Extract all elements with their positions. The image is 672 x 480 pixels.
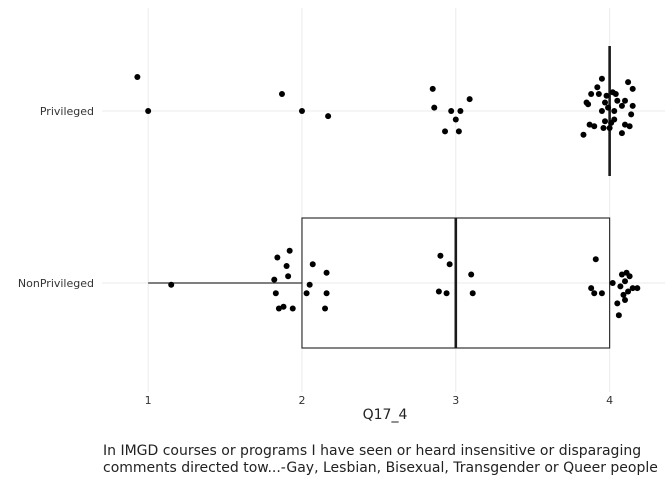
y-tick-label: Privileged <box>40 105 94 118</box>
data-point <box>592 256 599 263</box>
grid <box>102 8 665 392</box>
data-point <box>629 285 636 292</box>
data-point <box>618 271 625 278</box>
data-point <box>298 108 305 114</box>
data-point <box>168 281 175 288</box>
data-point <box>442 128 449 135</box>
data-point <box>591 290 598 297</box>
data-point <box>614 97 621 104</box>
data-point <box>323 269 330 276</box>
data-point <box>594 84 601 91</box>
data-point <box>628 111 635 118</box>
data-point <box>437 252 444 259</box>
data-point <box>602 99 609 106</box>
caption-line-1: In IMGD courses or programs I have seen … <box>103 443 641 459</box>
data-point <box>629 85 636 92</box>
data-point <box>600 125 607 131</box>
data-point <box>608 119 615 126</box>
data-point <box>634 285 641 292</box>
data-point <box>309 261 316 268</box>
x-axis-title: Q17_4 <box>363 407 408 423</box>
data-point <box>272 290 279 297</box>
data-point <box>580 131 587 138</box>
data-point <box>622 121 629 128</box>
data-point <box>271 276 278 283</box>
data-point <box>274 254 281 261</box>
data-point <box>622 278 629 285</box>
data-point <box>325 113 332 120</box>
data-point <box>605 104 612 111</box>
data-point <box>603 92 610 99</box>
data-point <box>435 288 442 295</box>
data-point <box>618 130 625 137</box>
data-point <box>280 303 287 310</box>
data-point <box>612 91 619 97</box>
data-point <box>585 101 592 108</box>
y-tick-label: NonPrivileged <box>18 277 94 290</box>
data-point <box>285 273 292 280</box>
data-point <box>145 108 152 114</box>
data-point <box>429 85 436 92</box>
data-point <box>598 108 605 114</box>
data-points <box>134 74 641 319</box>
x-tick-label: 3 <box>452 394 459 407</box>
data-point <box>617 283 624 290</box>
data-point <box>446 261 453 268</box>
data-point <box>322 305 329 312</box>
data-point <box>626 123 633 130</box>
axis-ticks: 1 2 3 4 Privileged NonPrivileged <box>18 105 613 407</box>
x-tick-label: 2 <box>298 394 305 407</box>
x-tick-label: 1 <box>145 394 152 407</box>
data-point <box>614 300 621 307</box>
data-point <box>606 125 613 131</box>
data-point <box>283 263 290 269</box>
data-point <box>615 312 622 319</box>
data-point <box>629 102 636 109</box>
data-point <box>469 290 476 297</box>
data-point <box>625 288 632 295</box>
data-point <box>448 108 455 114</box>
data-point <box>586 121 593 128</box>
data-point <box>609 280 616 286</box>
data-point <box>625 79 632 86</box>
data-point <box>443 290 450 297</box>
caption-line-2: comments directed tow...-Gay, Lesbian, B… <box>103 460 658 476</box>
data-point <box>431 104 438 111</box>
data-point <box>626 273 633 280</box>
data-point <box>452 116 459 123</box>
data-point <box>598 290 605 297</box>
data-point <box>622 297 629 303</box>
data-point <box>457 108 464 114</box>
data-point <box>455 128 462 135</box>
data-point <box>595 91 602 97</box>
data-point <box>611 108 618 114</box>
data-point <box>588 91 595 97</box>
data-point <box>622 97 629 104</box>
data-point <box>278 91 285 97</box>
data-point <box>591 123 598 130</box>
data-point <box>323 290 330 297</box>
data-point <box>598 75 605 82</box>
data-point <box>303 290 310 297</box>
data-point <box>618 102 625 109</box>
data-point <box>620 291 627 298</box>
data-point <box>588 285 595 292</box>
boxes <box>148 46 611 349</box>
data-point <box>286 247 293 254</box>
data-point <box>306 281 313 288</box>
data-point <box>466 96 473 103</box>
data-point <box>289 305 296 312</box>
data-point <box>468 271 475 278</box>
x-tick-label: 4 <box>606 394 613 407</box>
data-point <box>275 305 282 312</box>
data-point <box>602 118 609 125</box>
data-point <box>134 74 141 80</box>
